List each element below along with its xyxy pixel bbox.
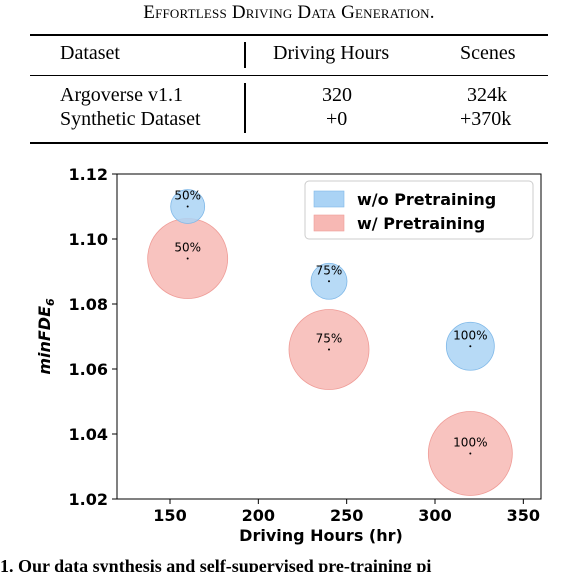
bubble-center-dot bbox=[469, 345, 472, 348]
y-tick-label: 1.04 bbox=[69, 425, 108, 444]
figure-caption-fragment: 1. Our data synthesis and self-supervise… bbox=[0, 556, 432, 572]
bubble-label: 100% bbox=[453, 436, 487, 450]
bubble-label: 100% bbox=[453, 328, 487, 342]
table-cell-dataset-1: Synthetic Dataset bbox=[60, 108, 201, 130]
y-tick-label: 1.06 bbox=[69, 360, 108, 379]
legend-label: w/o Pretraining bbox=[357, 190, 496, 209]
table-header-driving-hours: Driving Hours bbox=[273, 42, 390, 64]
bubble-center-dot bbox=[186, 257, 189, 260]
x-tick-label: 150 bbox=[153, 506, 186, 525]
y-tick-label: 1.12 bbox=[69, 165, 108, 184]
bubble-center-dot bbox=[186, 205, 189, 208]
y-tick-label: 1.02 bbox=[69, 490, 108, 509]
bubble-label: 75% bbox=[316, 332, 343, 346]
table-cell-scenes-1: +370k bbox=[460, 108, 512, 130]
bubble-center-dot bbox=[328, 348, 330, 351]
bubble-label: 50% bbox=[174, 189, 201, 203]
x-axis-label: Driving Hours (hr) bbox=[239, 526, 403, 545]
scatter-chart: 50% 75% 100% 50% 75% 100% 150 200 250 300 350 1.02 1… bbox=[35, 165, 542, 545]
bubble-label: 50% bbox=[174, 241, 201, 255]
legend-swatch bbox=[313, 214, 345, 232]
plot-frame bbox=[116, 173, 542, 500]
bubble-center-dot bbox=[328, 280, 330, 283]
table-header-dataset: Dataset bbox=[60, 42, 120, 64]
table-header-scenes: Scenes bbox=[460, 42, 516, 64]
x-tick-label: 350 bbox=[507, 506, 540, 525]
table-body-separator bbox=[244, 83, 246, 133]
y-tick-label: 1.08 bbox=[69, 295, 108, 314]
legend-label: w/ Pretraining bbox=[357, 214, 485, 233]
y-tick-label: 1.10 bbox=[69, 230, 108, 249]
table-caption: Effortless Driving Data Generation. bbox=[143, 2, 435, 23]
table-bottom-rule bbox=[30, 142, 548, 144]
bubble-center-dot bbox=[469, 452, 472, 455]
table-cell-scenes-0: 324k bbox=[467, 84, 507, 106]
legend-swatch bbox=[313, 190, 345, 208]
x-tick-label: 200 bbox=[242, 506, 275, 525]
table-header-separator bbox=[244, 42, 246, 68]
bubble-label: 75% bbox=[316, 263, 343, 277]
x-tick-label: 250 bbox=[330, 506, 363, 525]
table-header-rule bbox=[30, 75, 548, 76]
legend-box bbox=[304, 180, 534, 240]
table-cell-hours-1: +0 bbox=[326, 108, 348, 130]
dataset-table: Dataset Driving Hours Scenes Argoverse v… bbox=[30, 34, 548, 144]
y-axis-label: minFDE6 bbox=[35, 298, 57, 375]
table-cell-dataset-0: Argoverse v1.1 bbox=[60, 84, 183, 106]
table-cell-hours-0: 320 bbox=[322, 84, 352, 106]
table-top-rule bbox=[30, 34, 548, 36]
x-tick-label: 300 bbox=[418, 506, 451, 525]
